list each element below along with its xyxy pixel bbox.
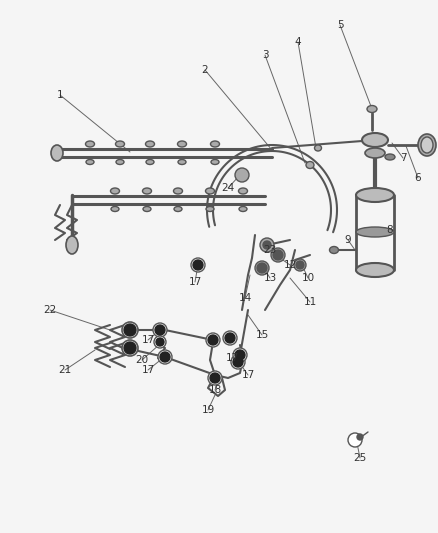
Circle shape xyxy=(208,371,222,385)
Ellipse shape xyxy=(421,137,433,153)
Text: 22: 22 xyxy=(43,305,57,315)
Text: 17: 17 xyxy=(141,335,155,345)
Ellipse shape xyxy=(85,141,95,147)
Ellipse shape xyxy=(110,188,120,194)
Ellipse shape xyxy=(116,159,124,165)
Text: 12: 12 xyxy=(283,260,297,270)
Text: 17: 17 xyxy=(141,365,155,375)
Ellipse shape xyxy=(211,141,219,147)
Circle shape xyxy=(231,355,245,369)
Ellipse shape xyxy=(239,188,247,194)
Ellipse shape xyxy=(142,188,152,194)
Circle shape xyxy=(225,333,235,343)
Ellipse shape xyxy=(211,159,219,165)
Text: 17: 17 xyxy=(188,277,201,287)
Ellipse shape xyxy=(367,106,377,112)
Text: 5: 5 xyxy=(337,20,343,30)
Circle shape xyxy=(124,324,136,336)
Ellipse shape xyxy=(418,134,436,156)
Ellipse shape xyxy=(174,206,182,212)
Ellipse shape xyxy=(239,206,247,212)
Text: 10: 10 xyxy=(301,273,314,283)
Text: 25: 25 xyxy=(353,453,367,463)
Text: 17: 17 xyxy=(241,370,254,380)
Circle shape xyxy=(158,350,172,364)
Circle shape xyxy=(233,348,247,362)
Text: 2: 2 xyxy=(201,65,208,75)
Circle shape xyxy=(263,241,271,249)
Text: 6: 6 xyxy=(415,173,421,183)
Circle shape xyxy=(155,325,165,335)
Text: 17: 17 xyxy=(226,353,239,363)
Circle shape xyxy=(154,336,166,348)
Text: 20: 20 xyxy=(135,355,148,365)
Ellipse shape xyxy=(385,154,395,160)
Circle shape xyxy=(348,433,362,447)
Ellipse shape xyxy=(51,145,63,161)
Circle shape xyxy=(271,248,285,262)
Ellipse shape xyxy=(356,227,394,237)
Ellipse shape xyxy=(143,206,151,212)
Circle shape xyxy=(294,259,306,271)
Text: 3: 3 xyxy=(261,50,268,60)
Text: 14: 14 xyxy=(238,293,251,303)
Ellipse shape xyxy=(356,263,394,277)
Ellipse shape xyxy=(111,206,119,212)
Circle shape xyxy=(260,238,274,252)
Ellipse shape xyxy=(365,148,385,158)
Circle shape xyxy=(235,168,249,182)
Ellipse shape xyxy=(206,206,214,212)
Text: 18: 18 xyxy=(208,385,222,395)
Ellipse shape xyxy=(306,161,314,168)
Circle shape xyxy=(156,338,164,346)
Ellipse shape xyxy=(145,141,155,147)
Text: 4: 4 xyxy=(295,37,301,47)
Text: 19: 19 xyxy=(201,405,215,415)
Circle shape xyxy=(124,342,136,354)
Ellipse shape xyxy=(146,159,154,165)
Circle shape xyxy=(233,357,243,367)
Text: 21: 21 xyxy=(58,365,72,375)
Text: 23: 23 xyxy=(263,245,277,255)
Ellipse shape xyxy=(356,188,394,202)
Text: 1: 1 xyxy=(57,90,64,100)
Circle shape xyxy=(153,323,167,337)
Circle shape xyxy=(191,258,205,272)
Text: 8: 8 xyxy=(387,225,393,235)
Text: 11: 11 xyxy=(304,297,317,307)
Ellipse shape xyxy=(314,145,321,151)
Circle shape xyxy=(160,352,170,362)
Circle shape xyxy=(210,373,220,383)
Circle shape xyxy=(255,261,269,275)
Ellipse shape xyxy=(205,188,215,194)
Ellipse shape xyxy=(66,236,78,254)
Ellipse shape xyxy=(177,141,187,147)
Ellipse shape xyxy=(173,188,183,194)
Circle shape xyxy=(122,340,138,356)
Circle shape xyxy=(208,335,218,345)
Circle shape xyxy=(273,250,283,260)
Text: 15: 15 xyxy=(255,330,268,340)
Ellipse shape xyxy=(178,159,186,165)
Circle shape xyxy=(223,331,237,345)
Circle shape xyxy=(235,350,245,360)
Ellipse shape xyxy=(329,246,339,254)
Text: 7: 7 xyxy=(400,153,406,163)
Ellipse shape xyxy=(116,141,124,147)
Ellipse shape xyxy=(362,133,388,147)
Circle shape xyxy=(257,263,267,273)
Circle shape xyxy=(357,434,363,440)
Circle shape xyxy=(296,261,304,269)
Text: 24: 24 xyxy=(221,183,235,193)
Text: 13: 13 xyxy=(263,273,277,283)
Text: 9: 9 xyxy=(345,235,351,245)
Ellipse shape xyxy=(86,159,94,165)
Circle shape xyxy=(206,333,220,347)
Circle shape xyxy=(122,322,138,338)
Circle shape xyxy=(193,260,203,270)
